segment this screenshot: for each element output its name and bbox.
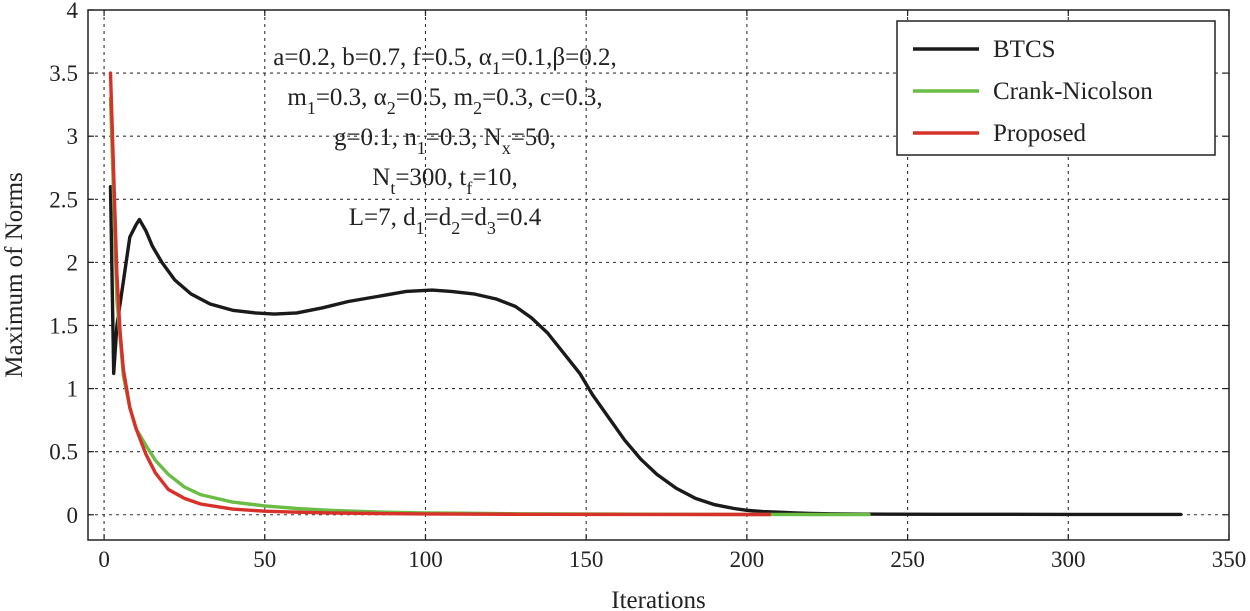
- y-tick-label: 4: [67, 0, 79, 23]
- legend-label: Proposed: [993, 120, 1087, 147]
- legend: BTCS Crank-Nicolson Proposed: [896, 20, 1216, 156]
- x-axis-label: Iterations: [611, 587, 705, 611]
- annotation-text: a=0.2, b=0.7, f=0.5, α: [273, 44, 492, 71]
- annotation-subscript: x: [502, 138, 511, 158]
- series-line-btcs: [108, 185, 1183, 517]
- x-tick-label: 350: [1212, 547, 1247, 572]
- annotation-text: m: [287, 84, 307, 111]
- x-tick-label: 300: [1051, 547, 1086, 572]
- y-tick-label: 1.5: [49, 313, 78, 338]
- annotation-subscript: 2: [473, 98, 482, 118]
- plot-area-frame: [87, 9, 1230, 541]
- annotation-subscript: 2: [387, 98, 396, 118]
- series-line-proposed: [108, 71, 772, 517]
- annotation-text: N: [372, 164, 390, 191]
- annotation-line: m1​=0.3, α2​=0.5, m2​=0.3, c=0.3,: [287, 84, 602, 118]
- annotation-text: =50,: [511, 124, 556, 151]
- annotation-subscript: 1: [492, 58, 501, 78]
- annotation-text: =10,: [472, 164, 517, 191]
- annotation-text: =d: [425, 204, 452, 231]
- annotation-text: =0.3, c=0.3,: [482, 84, 603, 111]
- annotation-subscript: f: [466, 178, 472, 198]
- annotation-text: =0.1,β=0.2,: [501, 44, 617, 71]
- y-tick-label: 1: [67, 377, 79, 402]
- annotation-text: g=0.1, n: [334, 124, 417, 151]
- annotation-subscript: 1: [416, 218, 425, 238]
- y-tick-labels: 0 0.5 1 1.5 2 2.5 3 3.5 4: [49, 0, 1229, 528]
- annotation-line: Nt​=300, tf​=10,: [372, 164, 517, 198]
- annotation-line: L=7, d1​=d2​=d3​=0.4: [349, 204, 542, 238]
- parameter-annotation: a=0.2, b=0.7, f=0.5, α1​=0.1,β=0.2,m1​=0…: [273, 44, 617, 238]
- annotation-line: a=0.2, b=0.7, f=0.5, α1​=0.1,β=0.2,: [273, 44, 617, 78]
- x-tick-label: 0: [98, 547, 110, 572]
- y-tick-label: 2: [67, 250, 79, 275]
- y-tick-label: 0: [67, 503, 79, 528]
- y-tick-label: 3.5: [49, 61, 78, 86]
- annotation-text: =0.3, α: [316, 84, 387, 111]
- annotation-subscript: 2: [451, 218, 460, 238]
- annotation-text: =0.4: [496, 204, 542, 231]
- grid: [88, 10, 1229, 540]
- annotation-text: =300, t: [395, 164, 466, 191]
- x-tick-label: 100: [408, 547, 443, 572]
- legend-label: Crank-Nicolson: [993, 78, 1153, 105]
- annotation-text: L=7, d: [349, 204, 416, 231]
- series-lines: [108, 71, 1183, 517]
- y-tick-label: 2.5: [49, 187, 78, 212]
- x-tick-label: 150: [569, 547, 604, 572]
- annotation-text: =d: [460, 204, 487, 231]
- y-axis-label: Maximum of Norms: [1, 172, 28, 378]
- legend-label: BTCS: [993, 36, 1056, 63]
- x-tick-label: 200: [730, 547, 765, 572]
- annotation-subscript: 3: [487, 218, 496, 238]
- x-tick-labels: 0 50 100 150 200 250 300 350: [98, 10, 1246, 572]
- annotation-subscript: 1: [417, 138, 426, 158]
- x-tick-label: 250: [890, 547, 925, 572]
- y-tick-label: 0.5: [49, 440, 78, 465]
- annotation-text: =0.5, m: [396, 84, 474, 111]
- annotation-subscript: t: [390, 178, 395, 198]
- x-tick-label: 50: [253, 547, 276, 572]
- y-tick-label: 3: [67, 124, 79, 149]
- annotation-text: =0.3, N: [426, 124, 502, 151]
- annotation-line: g=0.1, n1​=0.3, Nx​=50,: [334, 124, 556, 158]
- annotation-subscript: 1: [307, 98, 316, 118]
